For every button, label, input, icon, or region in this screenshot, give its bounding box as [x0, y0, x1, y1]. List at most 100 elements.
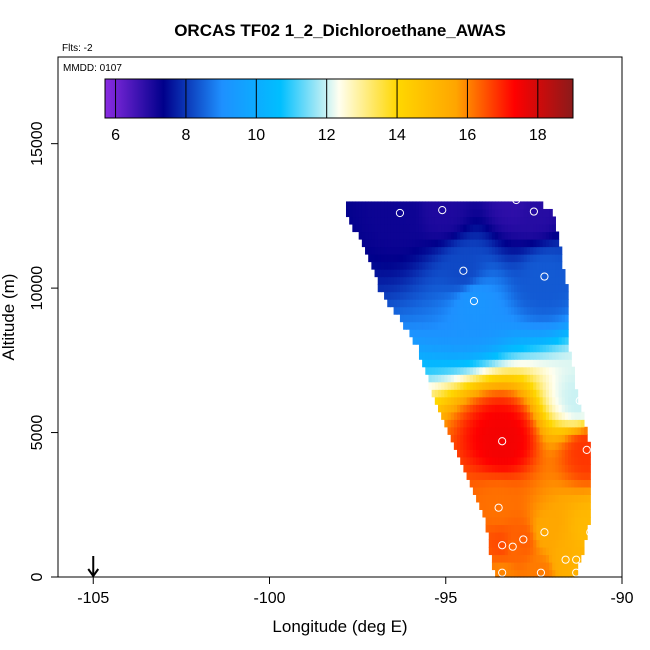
heatmap-cell — [498, 546, 503, 556]
heatmap-cell — [574, 516, 579, 526]
heatmap-cell — [558, 471, 563, 480]
heatmap-cell — [501, 494, 506, 503]
heatmap-cell — [530, 366, 534, 375]
heatmap-cell — [485, 216, 490, 225]
heatmap-cell — [568, 441, 572, 450]
heatmap-cell — [552, 554, 556, 563]
heatmap-cell — [504, 569, 509, 578]
heatmap-cell — [568, 471, 572, 480]
heatmap-cell — [517, 561, 522, 571]
heatmap-cell — [552, 524, 556, 533]
heatmap-cell — [472, 389, 477, 398]
heatmap-cell — [377, 261, 382, 270]
heatmap-cell — [555, 464, 560, 473]
heatmap-cell — [425, 314, 430, 323]
heatmap-cell — [380, 284, 385, 293]
heatmap-cell — [517, 516, 522, 526]
heatmap-cell — [409, 246, 414, 255]
heatmap-cell — [476, 441, 480, 450]
heatmap-cell — [434, 269, 439, 278]
heatmap-cell — [482, 479, 487, 488]
heatmap-cell — [431, 336, 436, 345]
heatmap-cell — [479, 208, 484, 218]
heatmap-cell — [504, 321, 509, 330]
heatmap-cell — [469, 223, 474, 233]
heatmap-cell — [488, 344, 493, 353]
heatmap-cell — [438, 404, 442, 413]
heatmap-cell — [453, 336, 458, 345]
heatmap-cell — [542, 456, 547, 465]
heatmap-cell — [444, 374, 449, 383]
heatmap-cell — [485, 449, 490, 458]
heatmap-cell — [564, 546, 569, 556]
heatmap-cell — [447, 336, 452, 345]
heatmap-cell — [536, 374, 541, 383]
heatmap-cell — [514, 486, 518, 495]
heatmap-cell — [488, 201, 493, 210]
heatmap-cell — [542, 486, 547, 495]
heatmap-cell — [463, 404, 468, 413]
heatmap-cell — [476, 314, 480, 323]
heatmap-cell — [380, 239, 385, 248]
heatmap-cell — [539, 404, 544, 413]
heatmap-cell — [561, 464, 566, 473]
heatmap-cell — [561, 404, 566, 413]
heatmap-cell — [558, 516, 563, 526]
heatmap-cell — [387, 269, 392, 278]
heatmap-cell — [390, 201, 395, 210]
heatmap-cell — [479, 261, 484, 270]
heatmap-cell — [549, 524, 553, 533]
heatmap-cell — [523, 254, 528, 263]
heatmap-cell — [491, 329, 496, 338]
heatmap-cell — [460, 314, 464, 323]
heatmap-cell — [568, 351, 572, 360]
heatmap-cell — [514, 569, 518, 578]
heatmap-cell — [577, 494, 582, 503]
heatmap-cell — [453, 306, 458, 315]
heatmap-cell — [479, 239, 484, 248]
heatmap-cell — [485, 456, 490, 465]
heatmap-cell — [514, 306, 518, 315]
heatmap-cell — [460, 396, 464, 405]
heatmap-cell — [431, 344, 436, 353]
heatmap-cell — [365, 216, 369, 225]
heatmap-cell — [520, 336, 525, 345]
heatmap-cell — [393, 299, 398, 308]
heatmap-cell — [526, 381, 531, 390]
heatmap-cell — [552, 329, 556, 338]
heatmap-cell — [482, 269, 487, 278]
heatmap-cell — [488, 329, 493, 338]
heatmap-cell — [431, 269, 436, 278]
heatmap-cell — [536, 231, 541, 240]
heatmap-cell — [558, 344, 563, 353]
heatmap-cell — [447, 404, 452, 413]
heatmap-cell — [463, 239, 468, 248]
heatmap-cell — [564, 366, 569, 375]
heatmap-cell — [444, 201, 449, 210]
heatmap-cell — [365, 246, 369, 255]
heatmap-cell — [530, 539, 534, 548]
heatmap-cell — [504, 396, 509, 405]
heatmap-cell — [358, 208, 363, 218]
heatmap-cell — [504, 524, 509, 533]
heatmap-cell — [441, 231, 445, 240]
heatmap-cell — [514, 314, 518, 323]
heatmap-cell — [571, 494, 576, 503]
heatmap-cell — [352, 223, 357, 233]
heatmap-cell — [447, 359, 452, 368]
heatmap-cell — [568, 374, 572, 383]
heatmap-cell — [514, 254, 518, 263]
heatmap-cell — [415, 216, 420, 225]
heatmap-cell — [482, 254, 487, 263]
heatmap-cell — [564, 509, 569, 518]
heatmap-cell — [507, 411, 512, 420]
heatmap-cell — [399, 231, 404, 240]
heatmap-cell — [520, 231, 525, 240]
heatmap-cell — [422, 359, 426, 368]
heatmap-cell — [501, 336, 506, 345]
heatmap-cell — [552, 464, 556, 473]
heatmap-cell — [587, 516, 591, 526]
heatmap-cell — [523, 216, 528, 225]
